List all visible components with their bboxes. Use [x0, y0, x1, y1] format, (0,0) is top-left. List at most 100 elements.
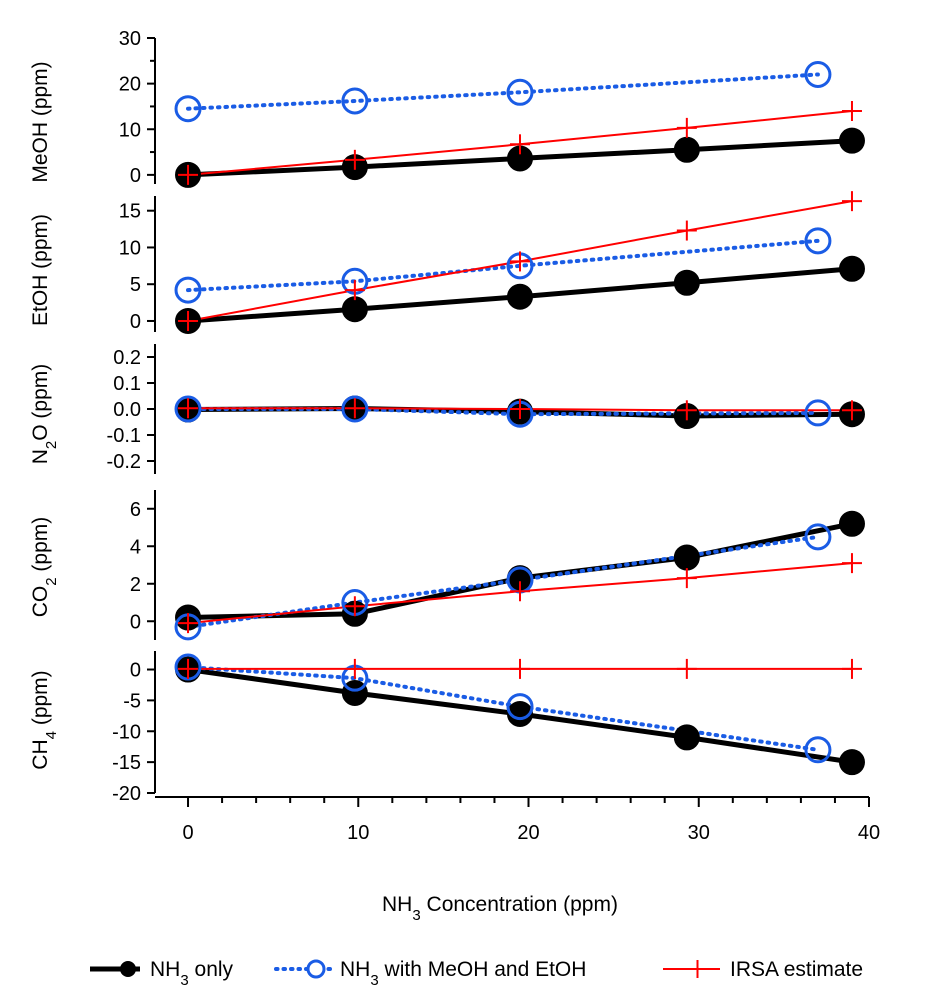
meoh-irsa-point	[841, 101, 862, 121]
panel-etoh	[174, 191, 865, 334]
co2-irsa-point	[178, 613, 199, 634]
meoh-nh3_meoh_etoh-point	[174, 95, 202, 123]
co2-y-tick-label: 2	[130, 574, 141, 596]
n2o-irsa-point	[510, 399, 530, 419]
ch4-nh3_only-point	[507, 700, 533, 727]
co2-irsa-point	[510, 581, 530, 602]
n2o-irsa-point	[676, 400, 697, 421]
meoh-y-tick-label: 20	[119, 74, 141, 96]
ch4-nh3_meoh_etoh-line	[186, 665, 820, 752]
ch4-nh3_meoh_etoh-point	[174, 653, 202, 681]
ch4-irsa-point	[676, 658, 697, 679]
meoh-nh3_meoh_etoh-line	[186, 72, 820, 111]
etoh-nh3_only-point	[673, 269, 700, 296]
etoh-nh3_meoh_etoh-point	[804, 227, 832, 255]
legend-label: NH3 with MeOH and EtOH	[340, 958, 586, 989]
co2-irsa-point	[344, 596, 365, 617]
meoh-irsa-point	[676, 117, 697, 138]
etoh-irsa-point	[344, 280, 365, 301]
ch4-y-tick-label: -20	[112, 783, 141, 805]
co2-irsa-point	[676, 568, 697, 589]
legend-label: IRSA estimate	[730, 958, 863, 981]
meoh-y-tick-label: 0	[130, 165, 141, 187]
legend-item-irsa: IRSA estimate	[663, 958, 863, 981]
x-tick-label: 40	[858, 822, 880, 844]
etoh-irsa-point	[841, 191, 862, 212]
etoh-y-axis-label: EtOH (ppm)	[29, 214, 52, 326]
n2o-nh3_meoh_etoh-point	[174, 395, 202, 423]
etoh-irsa-point	[676, 220, 697, 241]
legend-swatch-marker	[306, 959, 326, 979]
legend-swatch-marker	[120, 961, 136, 977]
meoh-y-axis-label: MeOH (ppm)	[29, 61, 52, 182]
ch4-irsa-point	[178, 658, 199, 679]
ch4-y-tick-label: -15	[112, 752, 141, 774]
n2o-y-tick-label: -0.1	[107, 425, 141, 447]
panel-n2o	[174, 395, 865, 430]
x-tick-label: 0	[182, 822, 193, 844]
legend-item-nh3_only: NH3 only	[90, 958, 234, 989]
meoh-y-tick-label: 10	[119, 119, 141, 141]
n2o-y-tick-label: 0.1	[113, 373, 141, 395]
ch4-nh3_meoh_etoh-point	[506, 693, 534, 721]
etoh-y-tick-label: 15	[119, 201, 141, 223]
panel-co2	[174, 510, 865, 641]
etoh-irsa-point	[178, 310, 199, 331]
etoh-y-tick-label: 0	[130, 311, 141, 333]
meoh-nh3_only-point	[838, 127, 865, 154]
n2o-nh3_meoh_etoh-point	[804, 399, 832, 427]
meoh-nh3_meoh_etoh-point	[341, 87, 369, 115]
n2o-y-axis-label: N2O (ppm)	[29, 364, 60, 465]
ch4-nh3_only-point	[673, 724, 700, 751]
ch4-nh3_only-point	[838, 749, 865, 776]
etoh-nh3_only-point	[341, 296, 368, 323]
meoh-y-tick-label: 30	[119, 28, 141, 50]
panel-meoh	[174, 61, 865, 188]
etoh-y-tick-label: 10	[119, 237, 141, 259]
plot-area	[174, 61, 865, 776]
legend-label: NH3 only	[150, 958, 234, 989]
etoh-nh3_meoh_etoh-point	[174, 276, 202, 304]
co2-irsa-point	[841, 553, 862, 574]
co2-nh3_only-point	[673, 544, 700, 571]
ch4-irsa-point	[841, 658, 862, 679]
n2o-y-tick-label: -0.2	[107, 451, 141, 473]
etoh-nh3_meoh_etoh-line	[186, 238, 820, 293]
legend-item-nh3_meoh_etoh: NH3 with MeOH and EtOH	[274, 958, 586, 989]
co2-y-tick-label: 4	[130, 536, 141, 558]
ch4-y-axis-label: CH4 (ppm)	[29, 670, 60, 769]
x-axis-label: NH3 Concentration (ppm)	[382, 893, 618, 924]
ch4-y-tick-label: -5	[123, 690, 141, 712]
panel-ch4	[174, 653, 865, 776]
etoh-nh3_only-point	[507, 283, 533, 310]
co2-y-axis-label: CO2 (ppm)	[29, 517, 60, 618]
x-tick-label: 10	[347, 822, 369, 844]
n2o-irsa-point	[841, 400, 862, 421]
co2-nh3_only-point	[838, 510, 865, 537]
co2-nh3_meoh_etoh-point	[804, 523, 832, 551]
co2-y-tick-label: 0	[130, 611, 141, 633]
n2o-irsa-point	[178, 398, 199, 419]
etoh-irsa-point	[510, 251, 530, 272]
n2o-y-tick-label: 0.0	[113, 399, 141, 421]
co2-y-tick-label: 6	[130, 499, 141, 521]
etoh-y-tick-label: 5	[130, 274, 141, 296]
legend: NH3 only NH3 with MeOH and EtOH IRSA estim…	[90, 958, 863, 989]
n2o-nh3_meoh_etoh-point	[341, 395, 369, 423]
etoh-nh3_only-point	[838, 255, 865, 282]
ch4-nh3_meoh_etoh-point	[804, 736, 832, 764]
n2o-irsa-point	[344, 398, 365, 419]
ch4-y-tick-label: -10	[112, 721, 141, 743]
ch4-irsa-point	[510, 658, 530, 679]
ch4-irsa-point	[344, 658, 365, 679]
n2o-y-tick-label: 0.2	[113, 347, 141, 369]
ch4-y-tick-label: 0	[130, 660, 141, 682]
x-tick-label: 20	[517, 822, 539, 844]
meoh-nh3_meoh_etoh-point	[804, 61, 832, 88]
meoh-irsa-point	[178, 164, 199, 185]
meoh-irsa-point	[344, 149, 365, 170]
meoh-irsa-point	[510, 134, 530, 155]
meoh-nh3_meoh_etoh-point	[506, 78, 534, 106]
